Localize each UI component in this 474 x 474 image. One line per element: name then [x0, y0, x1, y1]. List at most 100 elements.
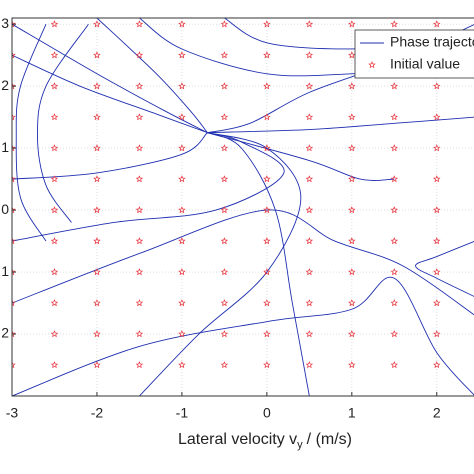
initial-value-point [390, 175, 399, 183]
initial-value-point [305, 268, 314, 276]
x-axis-label-main: Lateral velocity v [178, 431, 297, 448]
initial-value-point [220, 175, 229, 183]
initial-value-point [50, 330, 59, 338]
initial-value-point [220, 299, 229, 307]
initial-value-point [220, 51, 229, 59]
initial-value-point [390, 330, 399, 338]
initial-value-point [220, 361, 229, 369]
x-tick-label: 0 [263, 405, 271, 421]
initial-value-point [433, 299, 441, 307]
legend-label: Phase trajectory [390, 34, 474, 50]
initial-value-point [135, 268, 144, 276]
phase-trajectory [96, 18, 208, 133]
initial-value-point [135, 361, 144, 369]
initial-value-point [220, 113, 229, 121]
initial-value-point [135, 299, 144, 307]
x-tick-label: -3 [6, 405, 19, 421]
initial-value-point [263, 175, 271, 183]
initial-value-point [178, 330, 186, 338]
initial-value-point [135, 206, 144, 214]
y-tick-label: 0.1 [0, 139, 9, 155]
initial-value-point [12, 144, 16, 152]
initial-value-point [220, 268, 229, 276]
initial-value-point [12, 330, 16, 338]
initial-value-point [93, 175, 101, 183]
initial-value-point [178, 82, 186, 90]
phase-trajectory [12, 132, 285, 242]
initial-value-point [220, 330, 229, 338]
y-tick-label: -0.2 [0, 325, 9, 341]
initial-value-point [305, 330, 314, 338]
initial-value-point [178, 51, 186, 59]
initial-value-point [263, 51, 271, 59]
phase-trajectory [12, 132, 208, 180]
initial-value-point [390, 361, 399, 369]
initial-value-point [12, 299, 16, 307]
initial-value-point [263, 144, 271, 152]
initial-value-point [12, 175, 16, 183]
initial-value-point [12, 113, 16, 121]
initial-value-point [178, 20, 186, 28]
initial-value-point [390, 113, 399, 121]
phase-trajectory [15, 24, 47, 242]
initial-value-point [93, 51, 101, 59]
initial-value-point [50, 113, 59, 121]
initial-value-point [178, 113, 186, 121]
initial-value-point [135, 144, 144, 152]
phase-trajectory [139, 132, 302, 396]
phase-trajectory [415, 241, 474, 297]
initial-value-point [263, 330, 271, 338]
initial-value-point [12, 206, 16, 214]
axes: -3 -2 -1 0 1 2 -0.2 -0.1 0 0.1 0.2 0.3 [0, 15, 441, 421]
initial-value-point [93, 20, 101, 28]
initial-value-point [390, 144, 399, 152]
phase-trajectory [12, 209, 474, 316]
initial-value-point [50, 237, 59, 245]
initial-value-point [348, 20, 356, 28]
initial-value-point [390, 299, 399, 307]
initial-value-point [220, 20, 229, 28]
x-tick-label: -2 [91, 405, 104, 421]
y-tick-label: 0.2 [0, 77, 9, 93]
initial-value-point [433, 20, 441, 28]
initial-value-point [93, 237, 101, 245]
phase-trajectory [207, 116, 474, 134]
initial-value-point [178, 361, 186, 369]
initial-value-point [50, 51, 59, 59]
initial-value-point [220, 206, 229, 214]
initial-value-point [135, 113, 144, 121]
phase-trajectory [207, 132, 395, 181]
initial-value-point [263, 82, 271, 90]
initial-value-point [93, 268, 101, 276]
initial-value-point [12, 51, 16, 59]
initial-value-point [50, 20, 59, 28]
initial-value-point [50, 299, 59, 307]
legend: Phase trajectory Initial value [354, 29, 474, 79]
phase-trajectory [37, 23, 89, 223]
initial-value-point [220, 144, 229, 152]
initial-value-point [348, 299, 356, 307]
initial-value-point [390, 20, 399, 28]
initial-value-point [348, 206, 356, 214]
initial-value-point [220, 237, 229, 245]
x-tick-label: -1 [176, 405, 189, 421]
initial-value-point [348, 82, 356, 90]
initial-value-point [390, 206, 399, 214]
initial-value-point [135, 51, 144, 59]
x-tick-label: 1 [348, 405, 356, 421]
y-tick-label: 0.3 [0, 15, 9, 31]
initial-value-point [263, 237, 271, 245]
initial-value-point [178, 144, 186, 152]
x-tick-label: 2 [433, 405, 441, 421]
initial-value-point [50, 175, 59, 183]
initial-value-point [50, 268, 59, 276]
initial-value-point [135, 20, 144, 28]
initial-value-point [433, 268, 441, 276]
initial-value-point [263, 113, 271, 121]
initial-value-point [348, 144, 356, 152]
initial-value-point [93, 330, 101, 338]
initial-value-point [263, 268, 271, 276]
initial-value-point [390, 268, 399, 276]
initial-value-point [433, 330, 441, 338]
